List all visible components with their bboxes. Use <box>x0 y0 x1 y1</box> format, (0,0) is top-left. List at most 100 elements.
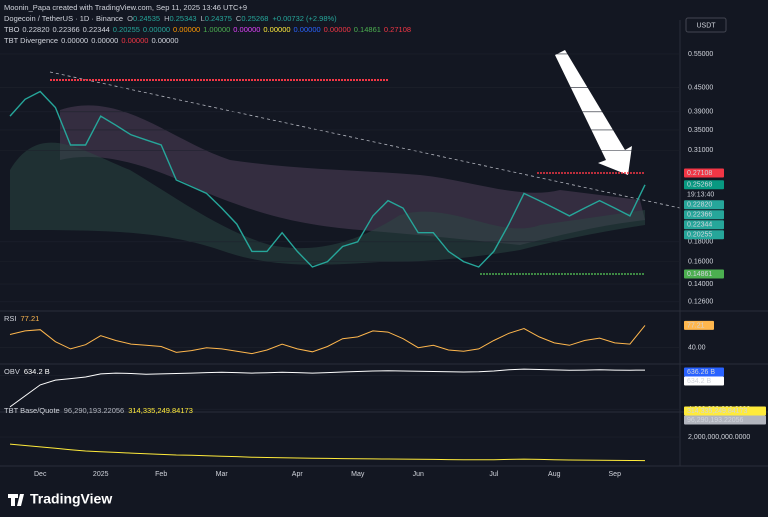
price-tag-label: 0.25268 <box>687 182 712 189</box>
countdown: 19:13:40 <box>687 192 714 199</box>
y-tick-label: 0.14000 <box>688 281 713 288</box>
y-tick-label: 0.55000 <box>688 51 713 58</box>
symbol: Dogecoin / TetherUS · 1D · Binance <box>4 14 123 23</box>
pane-value: 314,335,249.84173 <box>128 406 193 415</box>
currency-label[interactable]: USDT <box>696 22 716 29</box>
price-tag <box>684 415 766 425</box>
pane-legend: TBT Base/Quote 96,290,193.22056 314,335,24… <box>4 406 193 415</box>
indicator-value: 0.00000 <box>151 36 178 45</box>
price-tag <box>684 220 724 230</box>
pane-name: RSI <box>4 314 17 323</box>
series-line <box>9 325 646 355</box>
ohlc-value: 0.24535 <box>133 14 160 23</box>
price-tag <box>684 210 724 220</box>
price-tag-label: 0.20255 <box>687 232 712 239</box>
y-tick-label: 0.39000 <box>688 109 713 116</box>
x-tick-label: May <box>351 471 365 478</box>
price-tag <box>684 180 724 190</box>
x-tick-label: 2025 <box>93 471 109 478</box>
indicator-value: 0.00000 <box>233 25 260 34</box>
indicator-value: 0.00000 <box>263 25 290 34</box>
y-tick-label: 0.35000 <box>688 127 713 134</box>
series-line <box>9 368 646 408</box>
price-tag-label: 0.14861 <box>687 271 712 278</box>
cloud <box>10 142 645 265</box>
price-tag <box>684 406 766 416</box>
pane-value: 96,290,193.22056 <box>64 406 124 415</box>
indicator-value: 0.00000 <box>91 36 118 45</box>
y-tick-label: 0.18000 <box>688 239 713 246</box>
brand-logo <box>8 494 24 506</box>
indicator-value: 0.22344 <box>83 25 110 34</box>
price-tag-label: 636.26 B <box>687 369 715 376</box>
indicator-line: TBT Divergence 0.00000 0.00000 0.00000 0.000… <box>4 36 179 45</box>
ohlc-value: L <box>201 14 205 23</box>
price-tag-label: 0.22820 <box>687 202 712 209</box>
series-line <box>9 443 646 462</box>
cloud <box>60 105 645 245</box>
indicator-value: 0.00000 <box>121 36 148 45</box>
x-tick-label: Feb <box>155 471 167 478</box>
price-tag <box>684 320 714 330</box>
y-tick-label: 0.31000 <box>688 147 713 154</box>
indicator-value: 0.22366 <box>53 25 80 34</box>
x-tick-label: Sep <box>609 471 622 478</box>
x-tick-label: Jul <box>489 471 498 478</box>
ohlc-value: 0.25268 <box>241 14 268 23</box>
ohlc-value: H <box>164 14 169 23</box>
indicator-value: 1.00000 <box>203 25 230 34</box>
pane-name: TBT Base/Quote <box>4 406 60 415</box>
price-tag-label: 314,335,249.84173 <box>687 408 747 415</box>
y-tick-label: 0.16000 <box>688 258 713 265</box>
y-tick-label: 40.00 <box>688 345 706 352</box>
price-tag <box>684 269 724 279</box>
indicator-name: TBT Divergence <box>4 36 58 45</box>
price-tag <box>684 168 724 178</box>
indicator-value: 0.00000 <box>324 25 351 34</box>
indicator-name: TBO <box>4 25 20 34</box>
price-tag-label: 0.27108 <box>687 170 712 177</box>
ohlc-value: +0.00732 (+2.98%) <box>272 14 337 23</box>
brand-name: TradingView <box>30 491 112 507</box>
y-tick-label: 2,000,000,000.0000 <box>688 434 750 441</box>
credit: Moonin_Papa created with TradingView.com… <box>4 3 247 12</box>
pane-name: OBV <box>4 367 20 376</box>
price-tag-label: 0.22366 <box>687 212 712 219</box>
price-tag-label: 0.22344 <box>687 222 712 229</box>
indicator-value: 0.00000 <box>173 25 200 34</box>
price-tag <box>684 376 724 386</box>
indicator-value: 0.00000 <box>143 25 170 34</box>
ohlc-value: C <box>236 14 242 23</box>
price-tag-label: 634.2 B <box>687 378 711 385</box>
pane-value: 634.2 B <box>24 367 50 376</box>
pane-value: 77.21 <box>21 314 40 323</box>
indicator-value: 0.00000 <box>61 36 88 45</box>
symbol-line: Dogecoin / TetherUS · 1D · Binance O0.245… <box>4 14 337 23</box>
price-tag-label: 77.21 <box>687 322 705 329</box>
currency-button[interactable] <box>685 17 727 33</box>
indicator-value: 0.22820 <box>22 25 49 34</box>
price-tag <box>684 230 724 240</box>
pane-legend: RSI 77.21 <box>4 314 39 323</box>
indicator-value: 0.20255 <box>113 25 140 34</box>
indicator-value: 0.00000 <box>294 25 321 34</box>
ohlc-value: O <box>127 14 133 23</box>
x-tick-label: Apr <box>292 471 304 478</box>
series-line <box>9 90 646 268</box>
indicator-value: 0.27108 <box>384 25 411 34</box>
indicator-value: 0.14861 <box>354 25 381 34</box>
price-tag <box>684 200 724 210</box>
y-tick-label: 0.45000 <box>688 85 713 92</box>
ohlc-value: 0.25343 <box>169 14 196 23</box>
y-tick-label: 0.12600 <box>688 299 713 306</box>
indicator-line: TBO 0.22820 0.22366 0.22344 0.20255 0.00000 0.… <box>4 25 411 34</box>
x-tick-label: Jun <box>413 471 424 478</box>
pane-legend: OBV 634.2 B <box>4 367 50 376</box>
price-tag <box>684 367 724 377</box>
x-tick-label: Mar <box>216 471 229 478</box>
ohlc-value: 0.24375 <box>205 14 232 23</box>
price-tag-label: 96,290,193.22056 <box>687 417 744 424</box>
x-tick-label: Dec <box>34 471 47 478</box>
x-tick-label: Aug <box>548 471 561 478</box>
